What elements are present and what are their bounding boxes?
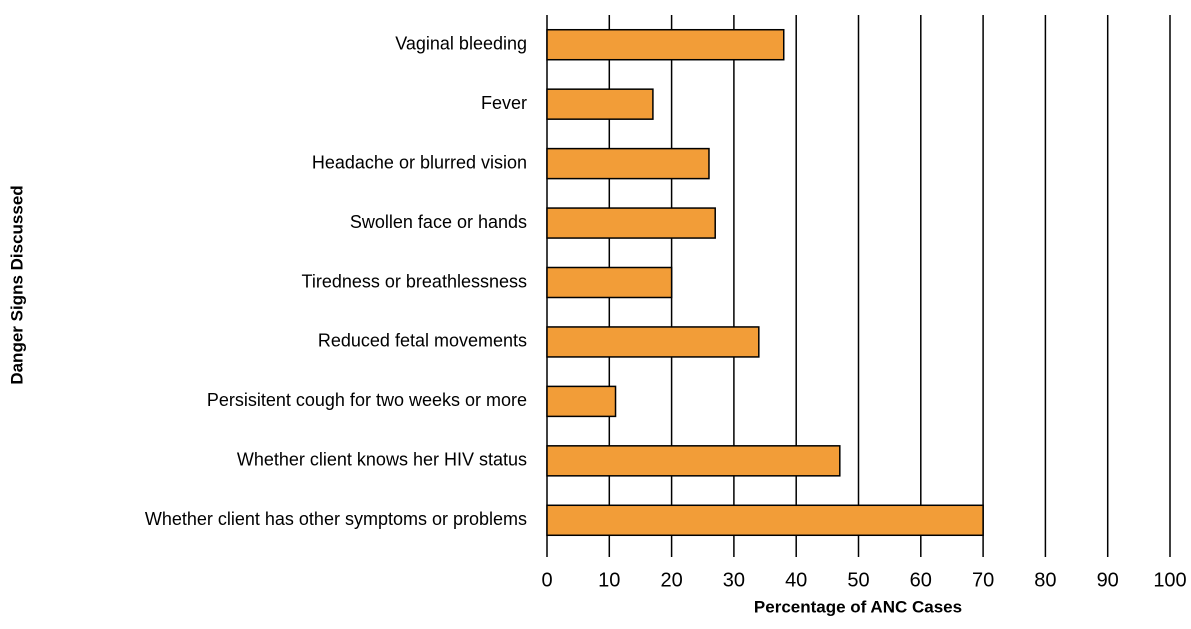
bar — [546, 385, 617, 418]
y-tick-label: Whether client has other symptoms or pro… — [145, 509, 527, 529]
x-tick-label: 70 — [972, 569, 994, 591]
y-tick-label: Fever — [481, 93, 527, 113]
bar — [546, 504, 984, 537]
y-tick-label: Whether client knows her HIV status — [237, 450, 527, 470]
x-tick-label: 50 — [847, 569, 869, 591]
y-tick-label: Tiredness or breathlessness — [302, 271, 527, 291]
bar — [546, 88, 654, 120]
y-tick-label: Persisitent cough for two weeks or more — [207, 390, 527, 410]
bar — [546, 326, 760, 358]
x-tick-label: 30 — [723, 569, 745, 591]
bar — [546, 28, 785, 61]
x-tick-label: 60 — [910, 569, 932, 591]
y-axis-title: Danger Signs Discussed — [7, 185, 26, 384]
bar — [546, 445, 841, 477]
bar — [546, 266, 673, 299]
x-tick-label: 0 — [541, 569, 552, 591]
bar — [546, 147, 710, 180]
bar — [546, 207, 716, 239]
x-tick-label: 90 — [1097, 569, 1119, 591]
x-tick-label: 20 — [660, 569, 682, 591]
x-tick-label: 10 — [598, 569, 620, 591]
x-tick-label: 80 — [1034, 569, 1056, 591]
x-axis-title: Percentage of ANC Cases — [754, 597, 962, 616]
x-tick-label: 40 — [785, 569, 807, 591]
y-tick-label: Headache or blurred vision — [312, 152, 527, 172]
x-tick-label: 100 — [1153, 569, 1186, 591]
y-tick-label: Reduced fetal movements — [318, 331, 527, 351]
y-tick-label: Vaginal bleeding — [395, 33, 527, 53]
y-tick-label: Swollen face or hands — [350, 212, 527, 232]
